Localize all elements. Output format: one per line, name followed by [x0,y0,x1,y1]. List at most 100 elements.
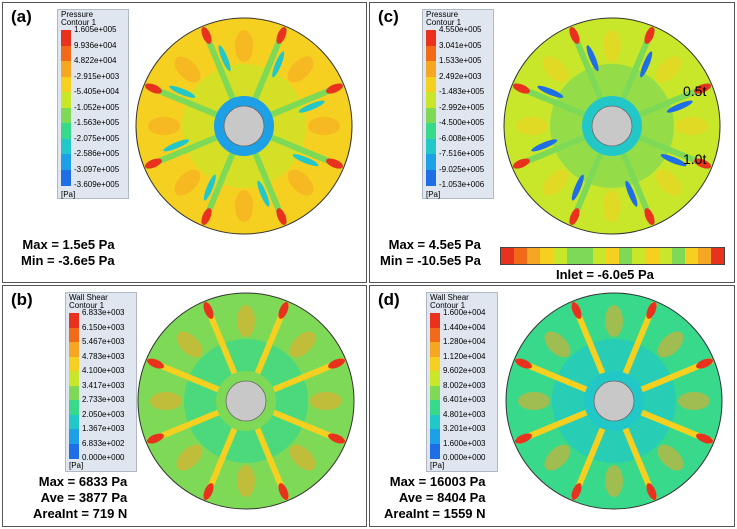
legend-swatch [426,123,436,139]
panel-a-pressure: (a) Pressure Contour 1 [Pa] 1.605e+005 9.9… [2,2,367,283]
hotspot [201,208,212,225]
inlet-strip-cell [671,248,685,264]
legend-tick-label: 9.602e+003 [443,366,486,375]
hotspot [513,83,530,94]
vane [640,409,714,445]
vane [272,357,346,393]
legend-tick-label: 3.201e+003 [443,424,486,433]
disc-outline [503,17,721,235]
inlet-strip-cell [645,248,659,264]
legend-tick-label: 9.936e+004 [74,40,117,50]
hotspot [515,358,532,369]
legend-tick-label: 1.367e+003 [82,424,125,433]
color-legend: Wall Shear Contour 1 [Pa] 1.600e+004 1.440… [426,292,498,472]
hotspot [515,433,532,444]
legend-tick-label: 1.600e+004 [443,308,486,317]
hotspot [145,83,162,94]
legend-swatch [426,92,436,108]
legend-swatch [61,76,71,93]
legend-swatch [426,45,436,62]
vane [200,152,236,226]
legend-tick-label: -2.586e+005 [74,149,120,158]
legend-swatch [430,356,440,372]
inlet-strip-cell [540,248,554,264]
legend-tick-label: 1.280e+004 [443,337,486,346]
panel-label: (d) [378,290,400,309]
legend-swatch [61,92,71,108]
stats-block: Max = 4.5e5 Pa Min = -10.5e5 Pa [380,237,481,269]
hotspot [644,27,655,44]
disc-outline [137,292,355,510]
panel-d-wall-shear: (d) Wall Shear Contour 1 [Pa] 1.600e+004 1… [369,285,735,527]
stat-min: Min = -10.5e5 Pa [380,253,481,268]
inlet-strip-cell [632,248,646,264]
sector-patch [287,169,314,196]
legend-swatch [69,356,79,372]
inlet-strip-cell [553,248,567,264]
sector-patch [603,190,621,222]
sector-patch [544,331,571,358]
legend-tick-label: 3.041e+005 [439,40,482,50]
legend-tick-label: -3.097e+005 [74,164,120,174]
inlet-strip-cell [592,248,606,264]
legend-tick-label: 1.120e+004 [443,351,486,361]
vane [512,134,586,170]
vane [622,301,658,375]
legend-swatch [426,154,436,170]
legend-swatch [61,107,71,124]
sector-patch [237,305,255,337]
vane [638,134,712,170]
inlet-contour-strip [500,247,725,265]
stat-max: Max = 1.5e5 Pa [22,237,115,252]
vane [252,26,288,100]
inlet-strip-cell [619,248,633,264]
panel-label: (b) [11,290,33,309]
sector-patch [235,190,253,222]
contour-field [138,293,354,509]
legend-swatch [430,385,440,401]
inlet-strip-cell [501,248,515,264]
vane [200,26,236,100]
low-streak [640,51,653,78]
low-streak [625,180,638,207]
low-streak [298,100,325,113]
hotspot [646,483,657,500]
low-streak [586,45,599,72]
legend-swatch [430,327,440,343]
sector-patch [516,117,548,135]
legend-tick-label: 1.605e+005 [74,25,117,34]
annotation-half-t: 0.5t [683,83,707,99]
low-streak [163,139,190,152]
vane [640,357,714,393]
vane [144,82,218,118]
legend-swatch [426,138,436,155]
legend-tick-label: 4.783e+003 [82,351,125,361]
legend-swatch [430,414,440,430]
sector-patch [605,465,623,497]
legend-swatch [430,371,440,386]
inlet-strip-cell [658,248,672,264]
stats-block: Max = 16003 Pa Ave = 8404 Pa AreaInt = 1… [384,474,486,522]
vane [272,409,346,445]
legend-tick-label: 1.600e+003 [443,438,486,448]
legend-title: Pressure Contour 1 [61,10,97,27]
sector-patch [174,169,201,196]
hotspot [147,433,164,444]
legend-swatch [61,154,71,170]
vane [620,26,656,100]
disc-outline [135,17,353,235]
legend-tick-label: -2.992e+005 [439,102,485,112]
pressure-contour-disc [503,17,721,235]
hotspot [276,208,287,225]
wall-shear-contour-disc [505,292,723,510]
inlet-strip-cell [684,248,698,264]
hub-hole [591,105,633,147]
sector-patch [174,56,201,83]
wall-shear-contour-disc [137,292,355,510]
low-streak [660,154,687,167]
legend-swatch [69,313,79,328]
legend-tick-label: -1.483e+005 [439,87,485,96]
sector-patch [518,392,550,410]
hub-hole [225,380,267,422]
sector-patch [289,444,316,471]
